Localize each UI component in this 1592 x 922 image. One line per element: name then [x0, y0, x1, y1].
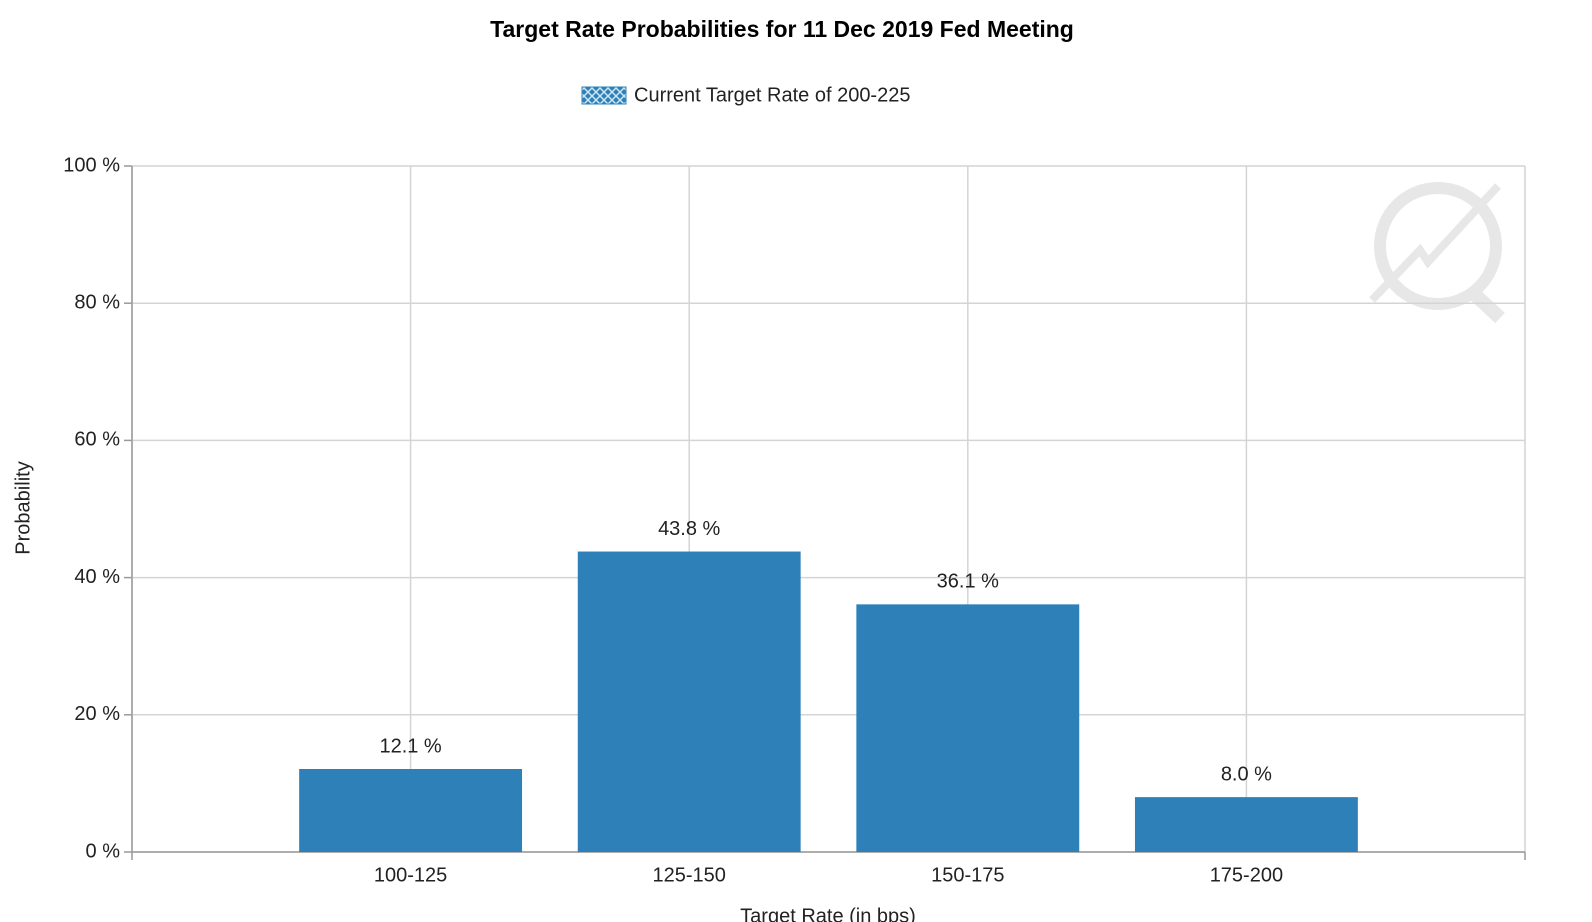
bar	[1134, 797, 1358, 852]
y-tick-label: 80 %	[74, 291, 120, 313]
x-axis-label: Target Rate (in bps)	[740, 905, 916, 922]
y-tick-label: 20 %	[74, 703, 120, 725]
x-tick-label: 100-125	[374, 864, 447, 886]
watermark	[1369, 182, 1505, 324]
data-label: 12.1 %	[379, 735, 441, 757]
chart-title: Target Rate Probabilities for 11 Dec 201…	[490, 16, 1074, 42]
y-tick-label: 0 %	[86, 840, 121, 862]
bar	[299, 768, 523, 852]
y-tick-label: 100 %	[63, 154, 120, 176]
x-tick-label: 175-200	[1210, 864, 1283, 886]
legend-swatch	[581, 86, 627, 105]
data-label: 8.0 %	[1221, 763, 1272, 785]
bar	[577, 551, 801, 852]
data-label: 36.1 %	[937, 571, 999, 593]
x-tick-label: 150-175	[931, 864, 1004, 886]
y-axis-label: Probability	[12, 461, 34, 554]
x-tick-label: 125-150	[652, 864, 725, 886]
bar	[856, 604, 1080, 852]
y-tick-label: 40 %	[74, 566, 120, 588]
y-tick-label: 60 %	[74, 429, 120, 451]
legend-label: Current Target Rate of 200-225	[634, 84, 910, 106]
data-label: 43.8 %	[658, 518, 720, 540]
